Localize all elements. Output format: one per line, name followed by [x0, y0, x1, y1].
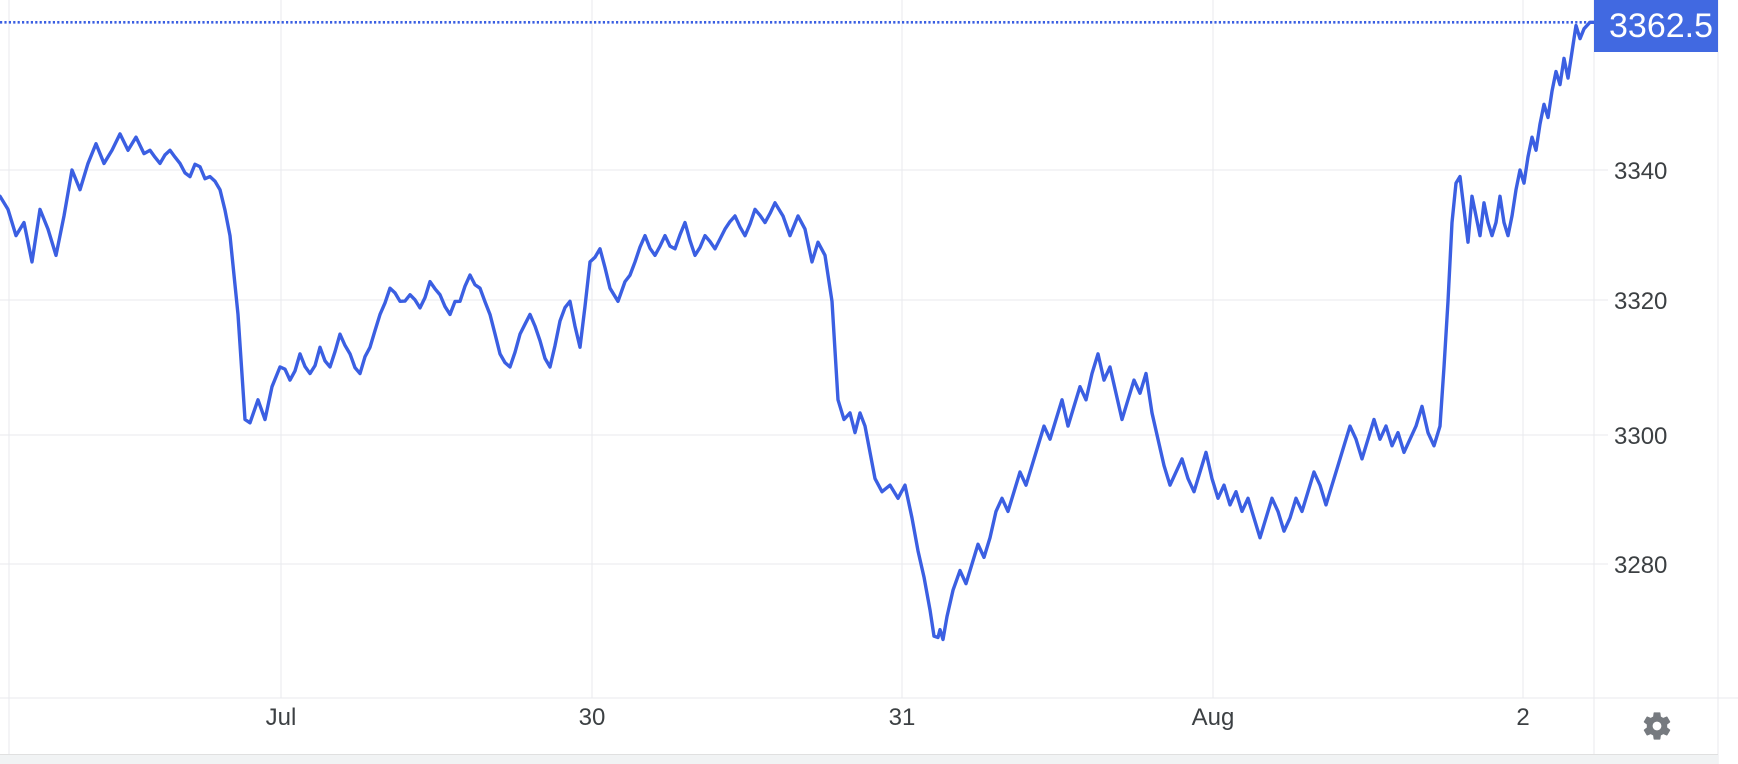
svg-text:31: 31: [889, 704, 916, 731]
svg-text:Jul: Jul: [266, 704, 297, 731]
svg-text:3340: 3340: [1614, 158, 1667, 185]
svg-text:30: 30: [579, 704, 606, 731]
svg-text:3320: 3320: [1614, 288, 1667, 315]
svg-text:Aug: Aug: [1192, 704, 1235, 731]
svg-text:3362.5: 3362.5: [1609, 7, 1713, 45]
svg-text:3280: 3280: [1614, 552, 1667, 579]
svg-text:2: 2: [1516, 704, 1529, 731]
svg-text:3300: 3300: [1614, 423, 1667, 450]
